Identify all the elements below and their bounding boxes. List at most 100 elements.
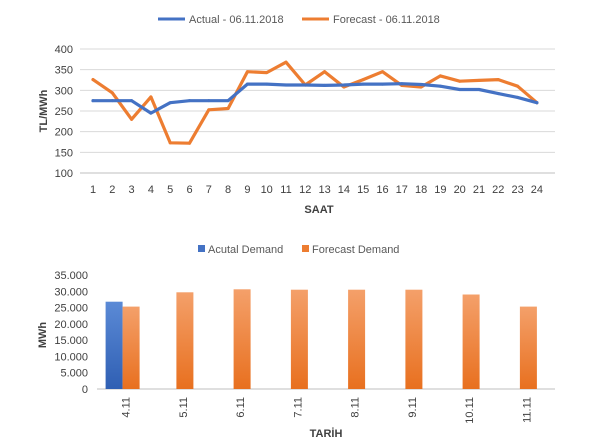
data-point-forecast: [381, 70, 384, 74]
data-point-actual: [188, 99, 191, 103]
legend-item-actual: Actual - 06.11.2018: [158, 14, 284, 26]
y-axis-title: MWh: [37, 322, 49, 349]
line-chart-legend: Actual - 06.11.2018 Forecast - 06.11.2018: [158, 14, 440, 26]
data-point-forecast: [110, 91, 114, 95]
data-point-forecast: [361, 78, 365, 82]
legend-label-forecast-demand: Forecast Demand: [312, 244, 399, 256]
data-point-actual: [323, 83, 327, 87]
x-axis-title: TARİH: [310, 427, 343, 440]
bar-forecast-demand: [176, 292, 194, 389]
data-point-forecast: [226, 107, 230, 111]
bar-actual-demand: [105, 301, 123, 389]
bar-forecast-demand: [519, 306, 537, 389]
x-tick-label: 4: [148, 184, 154, 196]
x-tick-label: 21: [473, 184, 485, 196]
data-point-actual: [516, 95, 520, 99]
data-point-actual: [130, 99, 134, 103]
data-point-actual: [381, 82, 384, 86]
x-tick-label: 4.11: [121, 397, 133, 418]
y-tick-label: 350: [55, 65, 73, 77]
legend-label-forecast: Forecast - 06.11.2018: [333, 14, 440, 26]
x-tick-label: 2: [109, 184, 115, 196]
x-tick-label: 10.11: [464, 397, 476, 424]
series-line-actual: [91, 82, 539, 115]
bars: [105, 289, 537, 389]
x-tick-label: 22: [492, 184, 504, 196]
data-point-actual: [91, 99, 95, 103]
x-tick-label: 9.11: [407, 397, 419, 418]
data-point-actual: [458, 88, 462, 92]
bar-chart-legend: Acutal Demand Forecast Demand: [198, 244, 399, 256]
x-tick-label: 23: [511, 184, 523, 196]
y-tick-label: 300: [55, 85, 73, 97]
series-forecast: [91, 60, 539, 145]
data-point-forecast: [91, 78, 95, 82]
y-tick-label: 150: [55, 147, 73, 159]
hourly-price-line-chart: Actual - 06.11.2018 Forecast - 06.11.2018…: [38, 14, 555, 216]
y-tick-label: 0: [82, 384, 88, 396]
data-point-forecast: [130, 117, 134, 121]
legend-label-actual-demand: Acutal Demand: [208, 244, 283, 256]
data-point-actual: [361, 82, 365, 86]
x-tick-label: 15: [357, 184, 369, 196]
legend-item-actual-demand: Acutal Demand: [198, 244, 283, 256]
line-chart-gridlines: [80, 48, 555, 174]
data-point-actual: [110, 99, 114, 103]
bar-forecast-demand: [348, 289, 366, 389]
data-point-actual: [342, 83, 346, 87]
y-tick-label: 200: [55, 127, 73, 139]
x-tick-label: 12: [299, 184, 311, 196]
y-tick-label: 5.000: [60, 368, 88, 380]
x-tick-label: 9: [244, 184, 250, 196]
bar-forecast-demand: [405, 289, 423, 389]
data-point-actual: [303, 83, 307, 87]
data-point-forecast: [188, 141, 191, 145]
line-chart-y-ticks: 100 150 200 250 300 350 400: [55, 44, 73, 180]
x-tick-label: 20: [454, 184, 466, 196]
data-point-forecast: [419, 85, 423, 89]
data-point-forecast: [284, 60, 288, 64]
data-point-actual: [284, 83, 288, 87]
y-axis-title: TL/MWh: [38, 89, 50, 132]
daily-demand-bar-chart: Acutal Demand Forecast Demand 0 5.000 10.000…: [37, 244, 555, 440]
x-tick-label: 5: [167, 184, 173, 196]
legend-swatch-actual-demand: [198, 245, 205, 252]
data-point-actual: [168, 101, 172, 105]
data-point-forecast: [496, 78, 500, 82]
x-tick-label: 6: [186, 184, 192, 196]
bar-forecast-demand: [462, 294, 480, 389]
y-tick-label: 15.000: [54, 335, 88, 347]
y-tick-label: 100: [55, 168, 73, 180]
x-tick-label: 8.11: [350, 397, 362, 418]
legend-item-forecast: Forecast - 06.11.2018: [302, 14, 440, 26]
data-point-forecast: [265, 71, 269, 75]
data-point-actual: [265, 82, 269, 86]
x-tick-label: 7.11: [292, 397, 304, 418]
data-point-forecast: [516, 84, 520, 88]
y-tick-label: 25.000: [54, 303, 88, 315]
x-tick-label: 24: [531, 184, 543, 196]
x-tick-label: 17: [396, 184, 408, 196]
line-chart-x-ticks: 1 2 3 4 5 6 7 8 9 10 11 12 13 14 15 16 17 18 19 20 21 22 23 24: [90, 184, 543, 196]
data-point-actual: [149, 111, 153, 115]
x-tick-label: 11.11: [521, 397, 533, 423]
data-point-forecast: [245, 70, 249, 74]
data-point-actual: [400, 82, 404, 86]
bar-forecast-demand: [233, 289, 251, 389]
data-point-actual: [477, 88, 481, 92]
x-tick-label: 10: [261, 184, 273, 196]
y-tick-label: 30.000: [54, 286, 88, 298]
y-tick-label: 20.000: [54, 319, 88, 331]
bar-chart-y-ticks: 0 5.000 10.000 15.000 20.000 25.000 30.000 35.0…: [54, 270, 88, 396]
data-point-actual: [245, 82, 249, 86]
series-line-forecast: [91, 60, 539, 145]
x-tick-label: 18: [415, 184, 427, 196]
bar-forecast-demand: [122, 306, 140, 389]
data-point-forecast: [477, 78, 481, 82]
y-tick-label: 10.000: [54, 351, 88, 363]
x-tick-label: 11: [280, 184, 291, 196]
x-tick-label: 7: [206, 184, 212, 196]
x-tick-label: 1: [90, 184, 96, 196]
data-point-actual: [535, 101, 539, 105]
